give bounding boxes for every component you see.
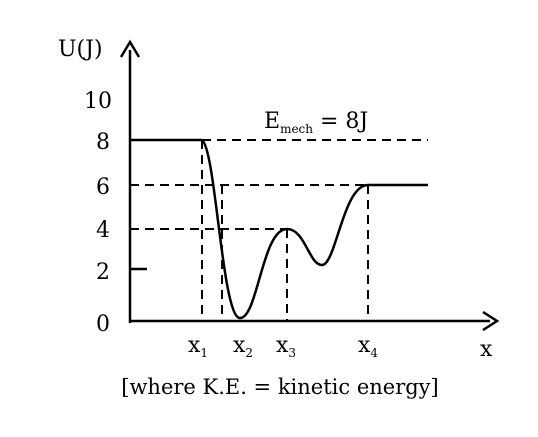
- x2-label: x2: [233, 333, 253, 360]
- x3-label: x3: [276, 333, 296, 360]
- x4-label: x4: [358, 333, 378, 360]
- x1-label: x1: [188, 333, 208, 360]
- y-tick-8: 8: [96, 130, 110, 155]
- emech-label: Emech = 8J: [264, 109, 368, 136]
- x-axis-arrow: [482, 310, 500, 332]
- potential-curve: [201, 138, 369, 320]
- y-tick-10: 10: [84, 89, 112, 114]
- y-tick-4: 4: [96, 218, 110, 243]
- y-tick-6: 6: [96, 175, 110, 200]
- y-axis-arrow: [119, 39, 141, 58]
- y-tick-2: 2: [96, 260, 110, 285]
- y-tick-0: 0: [96, 312, 110, 337]
- y-axis-label: U(J): [58, 37, 103, 62]
- caption: [where K.E. = kinetic energy]: [121, 375, 438, 399]
- x-axis-label: x: [480, 337, 493, 362]
